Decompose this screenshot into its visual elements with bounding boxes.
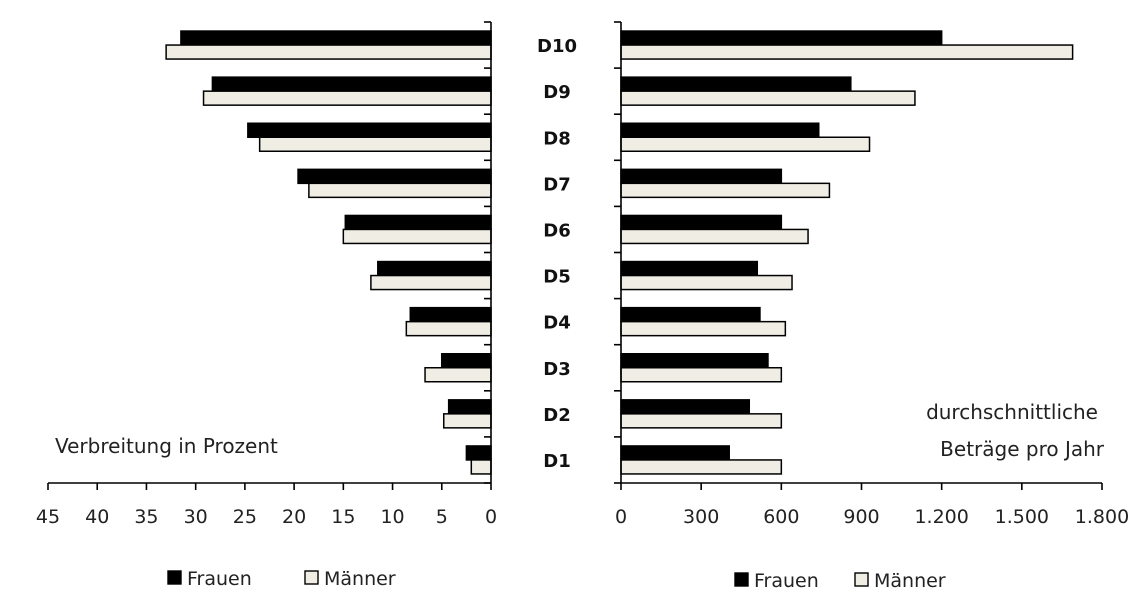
bar-frauen-d7 <box>297 168 492 185</box>
category-label-d3: D3 <box>543 359 570 380</box>
bar-maenner-d8 <box>258 136 492 152</box>
legend-label-maenner: Männer <box>874 570 946 592</box>
bar-frauen-d10 <box>180 30 492 46</box>
right-chart-amounts: 0 300 600 900 1.200 1.500 1.800 durchschnittlic… <box>614 21 1129 592</box>
left-tick-label: 5 <box>436 506 448 528</box>
bar-frauen-d6 <box>344 214 492 231</box>
bar-maenner-d2 <box>442 413 492 429</box>
bar-frauen-d5 <box>377 260 492 277</box>
bar-maenner-d5 <box>620 274 793 291</box>
bar-maenner-d9 <box>202 90 492 106</box>
bar-frauen-d4 <box>409 306 492 323</box>
bar-maenner-d4 <box>620 320 787 337</box>
legend-label-frauen: Frauen <box>754 570 819 592</box>
right-tick-label: 300 <box>683 506 719 528</box>
bar-frauen-d7 <box>620 168 783 185</box>
right-annotation-line2: Beträge pro Jahr <box>940 437 1105 461</box>
left-legend: Frauen Männer <box>167 568 396 590</box>
bar-maenner-d4 <box>405 320 492 337</box>
bar-maenner-d9 <box>620 90 916 106</box>
bar-maenner-d5 <box>370 274 492 291</box>
bar-frauen-d8 <box>620 122 820 138</box>
left-tick-label: 25 <box>233 506 257 528</box>
category-label-d1: D1 <box>543 451 570 472</box>
bar-maenner-d1 <box>620 459 783 475</box>
bar-frauen-d10 <box>620 30 943 46</box>
category-label-d9: D9 <box>543 82 570 103</box>
legend-swatch-maenner <box>304 570 319 585</box>
left-annotation: Verbreitung in Prozent <box>55 434 278 458</box>
left-tick-label: 0 <box>485 506 497 528</box>
bar-frauen-d4 <box>620 306 761 323</box>
category-label-d5: D5 <box>543 267 570 288</box>
bar-maenner-d2 <box>620 413 783 429</box>
bar-maenner-d6 <box>620 228 809 245</box>
legend-label-frauen: Frauen <box>187 568 252 590</box>
right-legend: Frauen Männer <box>734 570 946 592</box>
category-label-d4: D4 <box>543 313 570 334</box>
bar-frauen-d3 <box>620 353 769 369</box>
legend-swatch-frauen <box>734 572 749 587</box>
right-tick-label: 600 <box>763 506 799 528</box>
left-tick-label: 10 <box>380 506 404 528</box>
category-label-d2: D2 <box>543 405 570 426</box>
bar-frauen-d9 <box>620 76 852 92</box>
left-tick-label: 35 <box>134 506 158 528</box>
left-tick-label: 30 <box>184 506 208 528</box>
bar-frauen-d9 <box>211 76 492 92</box>
bar-frauen-d2 <box>447 399 492 415</box>
bar-maenner-d7 <box>308 182 492 199</box>
category-labels: D1 D2 D3 D4 D5 D6 D7 D8 D9 D10 <box>537 36 577 472</box>
left-chart-prevalence: 0 5 10 15 20 25 30 35 40 45 Verbreitung in Prozent… <box>36 21 497 590</box>
right-tick-label: 0 <box>615 506 627 528</box>
legend-swatch-maenner <box>854 572 869 587</box>
left-tick-label: 40 <box>85 506 109 528</box>
category-label-d8: D8 <box>543 128 570 149</box>
right-annotation-line1: durchschnittliche <box>926 400 1098 424</box>
bar-maenner-d6 <box>342 228 492 245</box>
left-tick-label: 15 <box>331 506 355 528</box>
left-tick-label: 45 <box>36 506 60 528</box>
bar-maenner-d8 <box>620 136 871 152</box>
bar-frauen-d8 <box>247 122 492 138</box>
category-label-d10: D10 <box>537 36 577 57</box>
bar-frauen-d6 <box>620 214 783 231</box>
bar-frauen-d5 <box>620 260 759 277</box>
bar-frauen-d2 <box>620 399 751 415</box>
category-label-d6: D6 <box>543 220 570 241</box>
right-tick-label: 1.500 <box>995 506 1049 528</box>
left-tick-label: 20 <box>282 506 306 528</box>
bar-frauen-d1 <box>620 445 730 461</box>
bar-frauen-d3 <box>441 353 492 369</box>
right-tick-label: 1.200 <box>914 506 968 528</box>
right-tick-label: 900 <box>843 506 879 528</box>
right-tick-label: 1.800 <box>1075 506 1129 528</box>
bar-maenner-d3 <box>424 367 492 383</box>
bar-frauen-d1 <box>465 445 492 461</box>
bar-maenner-d7 <box>620 182 831 199</box>
legend-label-maenner: Männer <box>324 568 396 590</box>
bar-maenner-d3 <box>620 367 783 383</box>
bar-maenner-d1 <box>470 459 492 475</box>
bar-maenner-d10 <box>165 44 492 60</box>
bar-maenner-d10 <box>620 44 1074 60</box>
legend-swatch-frauen <box>167 570 182 585</box>
category-label-d7: D7 <box>543 174 570 195</box>
